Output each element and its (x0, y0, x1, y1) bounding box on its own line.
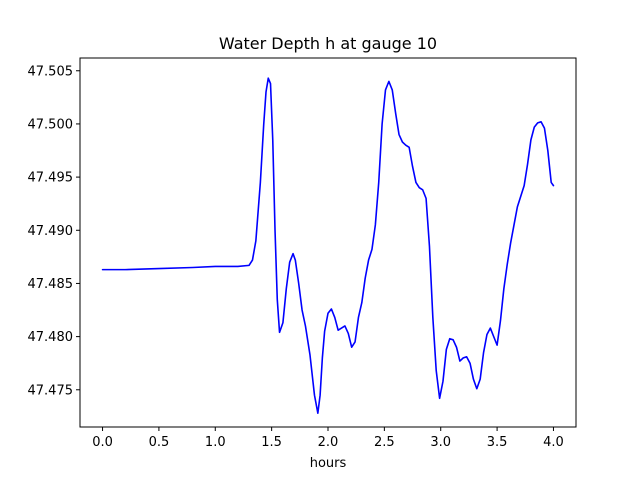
x-tick-label: 0.0 (92, 435, 113, 450)
series-line (101, 77, 555, 414)
y-axis: 47.475 47.480 47.485 47.490 47.495 47.500 47.5… (28, 64, 80, 398)
y-tick-label: 47.485 (28, 277, 74, 292)
y-tick-label: 47.480 (28, 330, 74, 345)
plot-area-frame (79, 57, 577, 428)
chart-title: Water Depth h at gauge 10 (219, 34, 437, 53)
y-tick-label: 47.490 (28, 224, 74, 239)
x-tick-label: 1.0 (205, 435, 226, 450)
x-axis-label: hours (310, 456, 347, 471)
x-axis: 0.0 0.5 1.0 1.5 2.0 2.5 3.0 3.5 4.0 (92, 427, 564, 450)
x-tick-label: 0.5 (149, 435, 170, 450)
x-tick-label: 3.0 (430, 435, 451, 450)
y-tick-label: 47.475 (28, 383, 74, 398)
x-tick-label: 3.5 (487, 435, 508, 450)
x-tick-label: 4.0 (543, 435, 564, 450)
x-tick-label: 1.5 (261, 435, 282, 450)
y-tick-label: 47.500 (28, 117, 74, 132)
series-layer (101, 77, 555, 414)
y-tick-label: 47.495 (28, 171, 74, 186)
y-tick-label: 47.505 (28, 64, 74, 79)
x-tick-label: 2.5 (374, 435, 395, 450)
x-tick-label: 2.0 (318, 435, 339, 450)
